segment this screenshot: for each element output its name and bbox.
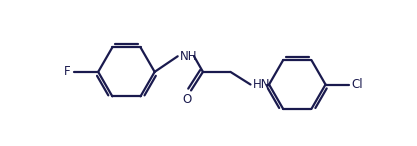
Text: O: O (183, 93, 192, 106)
Text: F: F (64, 65, 71, 78)
Text: Cl: Cl (352, 78, 363, 91)
Text: NH: NH (180, 50, 197, 63)
Text: HN: HN (253, 78, 270, 91)
